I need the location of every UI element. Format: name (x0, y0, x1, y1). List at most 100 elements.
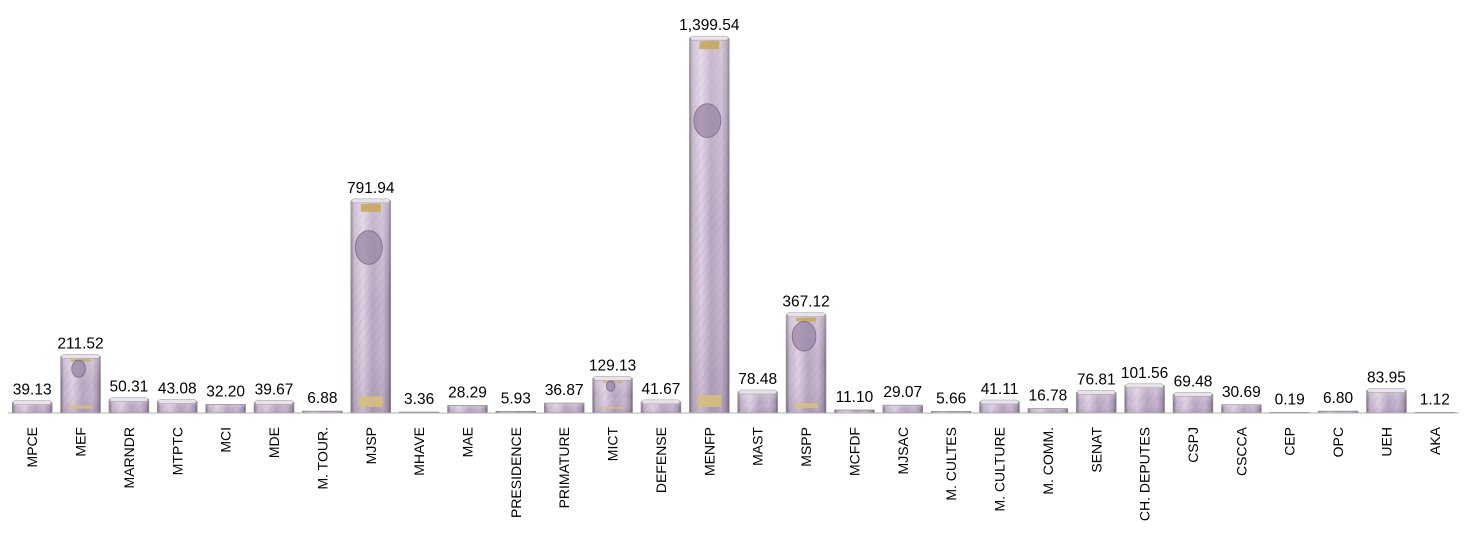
bar (882, 404, 924, 414)
value-label: 1.12 (1420, 391, 1450, 408)
category-label: MJSP (363, 427, 379, 464)
category-label: MARNDR (121, 427, 137, 488)
bar (979, 399, 1020, 414)
note-gold-stripe (794, 403, 818, 409)
category-label: M. CULTURE (992, 427, 1008, 512)
bar (737, 389, 778, 414)
bar-sheen (447, 405, 488, 413)
bar-sheen (1366, 390, 1407, 413)
bar-sheen (1124, 385, 1165, 413)
bar-sheen (544, 403, 585, 413)
bar (1124, 383, 1165, 414)
bar-cap (980, 399, 1019, 405)
category-label: MAE (459, 427, 475, 457)
bar-sheen (157, 401, 198, 413)
value-label: 16.78 (1028, 388, 1067, 405)
value-label: 36.87 (545, 382, 584, 399)
category-label: UEH (1378, 427, 1394, 457)
bar-sheen (254, 402, 294, 413)
note-gold-stripe (358, 396, 383, 407)
note-gold-band (796, 317, 816, 322)
note-portrait (605, 380, 616, 392)
note-gold-band (699, 41, 720, 50)
bar-cap (254, 400, 294, 405)
category-label: MCI (218, 427, 234, 453)
bar (640, 399, 682, 414)
bar-sheen (979, 401, 1020, 413)
bar-cap (738, 389, 777, 395)
note-portrait (71, 359, 86, 378)
value-labels-layer: 39.13 211.52 50.31 43.08 32.20 39.67 6.88 791.9… (13, 17, 1450, 408)
category-label: MAST (750, 427, 766, 466)
bar (1076, 390, 1117, 414)
category-label: M. TOUR. (314, 427, 330, 490)
value-label: 6.88 (307, 390, 337, 407)
value-label: 101.56 (1121, 365, 1168, 382)
category-label: MDE (266, 427, 282, 458)
category-label: M. COMM. (1040, 427, 1056, 495)
value-label: 28.29 (448, 384, 487, 401)
bar-sheen (882, 405, 923, 413)
value-label: 76.81 (1077, 371, 1116, 388)
value-label: 0.19 (1275, 391, 1305, 408)
value-label: 32.20 (206, 383, 245, 400)
category-labels-layer: MPCE MEF MARNDR MTPTC MCI MDE M. TOUR. MJSP MHAV… (24, 426, 1443, 521)
category-label: CSPJ (1185, 427, 1201, 463)
bar-sheen (1221, 404, 1262, 413)
category-label: AKA (1427, 426, 1443, 455)
bars-layer (11, 35, 1456, 414)
category-label: MPCE (24, 427, 40, 467)
bar-cap (1125, 383, 1164, 389)
bar-cap (61, 354, 100, 359)
category-label: OPC (1330, 427, 1346, 457)
bar (350, 198, 391, 414)
bar (447, 405, 488, 414)
value-label: 39.13 (13, 382, 52, 399)
bar (253, 400, 295, 414)
category-label: M. CULTES (943, 427, 959, 501)
bar-sheen (1173, 394, 1213, 413)
bar (60, 354, 101, 414)
bar-sheen (205, 404, 246, 413)
bar-sheen (641, 401, 681, 413)
bar-cap (593, 376, 632, 381)
category-label: MTPTC (169, 427, 185, 475)
value-label: 29.07 (883, 384, 922, 401)
bar-sheen (1076, 392, 1117, 413)
value-label: 5.66 (936, 390, 966, 407)
bar-cap (690, 35, 729, 41)
bar-cap (109, 397, 148, 402)
value-label: 43.08 (158, 380, 197, 397)
value-label: 78.48 (738, 371, 777, 388)
bar-sheen (109, 399, 149, 413)
value-label: 83.95 (1367, 370, 1406, 387)
value-label: 39.67 (255, 381, 294, 398)
bar-sheen (1028, 408, 1068, 413)
value-label: 6.80 (1323, 390, 1354, 407)
note-gold-stripe (600, 406, 625, 409)
bar (11, 400, 53, 414)
value-label: 69.48 (1174, 373, 1213, 390)
note-portrait (791, 321, 817, 352)
value-label: 3.36 (404, 391, 434, 408)
value-label: 11.10 (836, 389, 874, 406)
value-label: 50.31 (110, 379, 149, 396)
category-label: PRESIDENCE (508, 427, 524, 518)
category-label: MJSAC (895, 427, 911, 474)
category-label: MSPP (798, 427, 814, 467)
bar (157, 399, 198, 414)
bar-cap (1077, 390, 1116, 395)
category-label: MCFDF (846, 427, 862, 476)
bar (785, 312, 827, 414)
bar-sheen (737, 391, 778, 413)
bar (108, 397, 150, 414)
category-label: DEFENSE (653, 427, 669, 493)
bar-cap (1173, 392, 1213, 397)
category-label: PRIMATURE (556, 427, 572, 508)
bar-cap (158, 399, 197, 404)
bar-cap (786, 312, 826, 317)
bar (689, 35, 730, 414)
bar-cap (641, 399, 681, 405)
note-gold-band (360, 203, 381, 212)
